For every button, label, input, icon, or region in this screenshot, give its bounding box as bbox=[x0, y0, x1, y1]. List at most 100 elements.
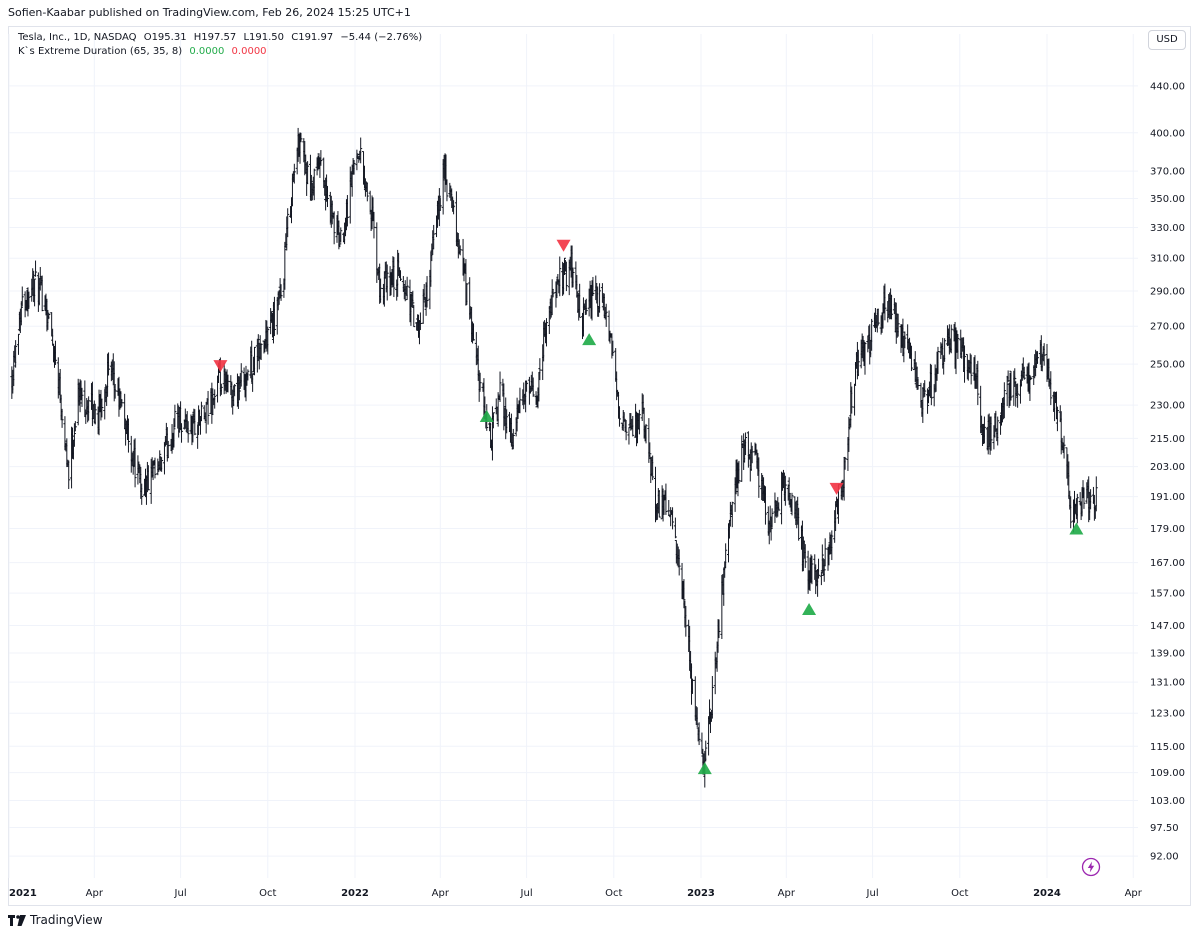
ohlc-bar bbox=[239, 363, 243, 387]
price-tick-label: 350.00 bbox=[1150, 194, 1185, 205]
ohlc-bar bbox=[544, 318, 548, 347]
ohlc-bar bbox=[956, 334, 960, 360]
price-tick-label: 250.00 bbox=[1150, 360, 1185, 371]
ohlc-bar bbox=[73, 421, 77, 432]
ohlc-bar bbox=[153, 457, 157, 479]
ohlc-bar bbox=[326, 185, 330, 208]
ohlc-bar bbox=[929, 364, 933, 406]
ohlc-bar bbox=[339, 227, 343, 243]
ohlc-bar bbox=[34, 260, 38, 277]
ohlc-bars bbox=[10, 127, 1098, 788]
ohlc-bar bbox=[352, 160, 356, 175]
ohlc-bar bbox=[746, 431, 750, 468]
close-value: C191.97 bbox=[291, 32, 334, 43]
ohlc-bar bbox=[863, 341, 867, 375]
ohlc-bar bbox=[690, 678, 694, 694]
indicator-legend[interactable]: K`s Extreme Duration (65, 35, 8) 0.0000 … bbox=[18, 46, 271, 57]
ohlc-bar bbox=[259, 343, 263, 361]
ohlc-bar bbox=[584, 298, 588, 315]
ohlc-bar bbox=[673, 517, 677, 539]
ohlc-bar bbox=[146, 465, 150, 491]
ohlc-bar bbox=[478, 372, 482, 391]
ohlc-bar bbox=[790, 492, 794, 516]
ohlc-bar bbox=[627, 426, 631, 445]
ohlc-bar bbox=[996, 416, 1000, 446]
ohlc-bar bbox=[637, 409, 641, 435]
ohlc-bar bbox=[604, 303, 608, 327]
ohlc-bar bbox=[365, 182, 369, 202]
ohlc-bar bbox=[107, 352, 111, 376]
time-tick-label: Jul bbox=[866, 888, 879, 899]
ohlc-bar bbox=[936, 346, 940, 374]
ohlc-bar bbox=[80, 387, 84, 407]
price-tick-label: 440.00 bbox=[1150, 81, 1185, 92]
ohlc-bar bbox=[199, 401, 203, 422]
indicator-name: K`s Extreme Duration (65, 35, 8) bbox=[18, 46, 183, 57]
indicator-value-buy: 0.0000 bbox=[189, 46, 225, 57]
ohlc-bar bbox=[60, 408, 64, 428]
symbol-name: Tesla, Inc., 1D, NASDAQ bbox=[18, 32, 137, 43]
ohlc-bar bbox=[631, 415, 635, 437]
ohlc-bar bbox=[432, 224, 436, 250]
ohlc-bar bbox=[133, 438, 137, 488]
ohlc-bar bbox=[853, 383, 857, 416]
ohlc-bar bbox=[469, 306, 473, 319]
ohlc-bar bbox=[994, 410, 998, 432]
ohlc-bar bbox=[989, 416, 993, 451]
ohlc-bar bbox=[644, 423, 648, 444]
ohlc-bar bbox=[437, 188, 441, 227]
tradingview-brand: TradingView bbox=[30, 913, 103, 927]
ohlc-bar bbox=[40, 275, 44, 312]
ohlc-bar bbox=[140, 483, 144, 505]
buy-signal-marker bbox=[479, 409, 494, 422]
low-value: L191.50 bbox=[243, 32, 285, 43]
lightning-bolt-icon[interactable] bbox=[1081, 857, 1101, 877]
ohlc-bar bbox=[67, 460, 71, 490]
ohlc-bar bbox=[465, 283, 469, 306]
price-tick-label: 157.00 bbox=[1150, 589, 1185, 600]
ohlc-bar bbox=[158, 450, 162, 471]
ohlc-bar bbox=[617, 406, 621, 427]
ohlc-bar bbox=[730, 501, 734, 528]
ohlc-bar bbox=[856, 349, 860, 377]
ohlc-bar bbox=[1089, 489, 1093, 510]
price-tick-label: 310.00 bbox=[1150, 254, 1185, 265]
ohlc-bar bbox=[770, 508, 774, 528]
ohlc-bar bbox=[299, 132, 303, 143]
ohlc-bar bbox=[843, 456, 847, 470]
ohlc-bar bbox=[1006, 370, 1010, 382]
ohlc-bar bbox=[213, 389, 217, 409]
ohlc-bar bbox=[822, 559, 826, 582]
ohlc-bar bbox=[923, 380, 927, 397]
price-tick-label: 139.00 bbox=[1150, 649, 1185, 660]
ohlc-bar bbox=[820, 544, 824, 574]
time-tick-label: Apr bbox=[778, 888, 796, 899]
ohlc-bar bbox=[551, 289, 555, 298]
ohlc-bar bbox=[1013, 368, 1017, 387]
ohlc-bar bbox=[445, 179, 449, 202]
price-tick-label: 330.00 bbox=[1150, 223, 1185, 234]
ohlc-bar bbox=[875, 308, 879, 333]
ohlc-bar bbox=[682, 579, 686, 609]
ohlc-bar bbox=[33, 278, 37, 307]
ohlc-bar bbox=[180, 423, 184, 443]
ohlc-bar bbox=[233, 384, 237, 396]
change-value: −5.44 (−2.76%) bbox=[340, 32, 423, 43]
price-tick-label: 290.00 bbox=[1150, 287, 1185, 298]
currency-button[interactable]: USD bbox=[1148, 30, 1186, 50]
ohlc-bar bbox=[531, 377, 535, 397]
price-tick-label: 270.00 bbox=[1150, 322, 1185, 333]
ohlc-bar bbox=[949, 324, 953, 354]
ohlc-bar bbox=[1042, 343, 1046, 366]
price-tick-label: 103.00 bbox=[1150, 796, 1185, 807]
price-tick-label: 191.00 bbox=[1150, 492, 1185, 503]
ohlc-bar bbox=[458, 245, 462, 256]
ohlc-bar bbox=[1082, 487, 1086, 509]
ohlc-bar bbox=[1002, 382, 1006, 419]
ohlc-bar bbox=[359, 137, 363, 164]
ohlc-bar bbox=[684, 605, 688, 637]
ohlc-bar bbox=[1055, 406, 1059, 432]
ohlc-bar bbox=[16, 333, 20, 355]
tradingview-footer[interactable]: TradingView bbox=[8, 913, 103, 927]
